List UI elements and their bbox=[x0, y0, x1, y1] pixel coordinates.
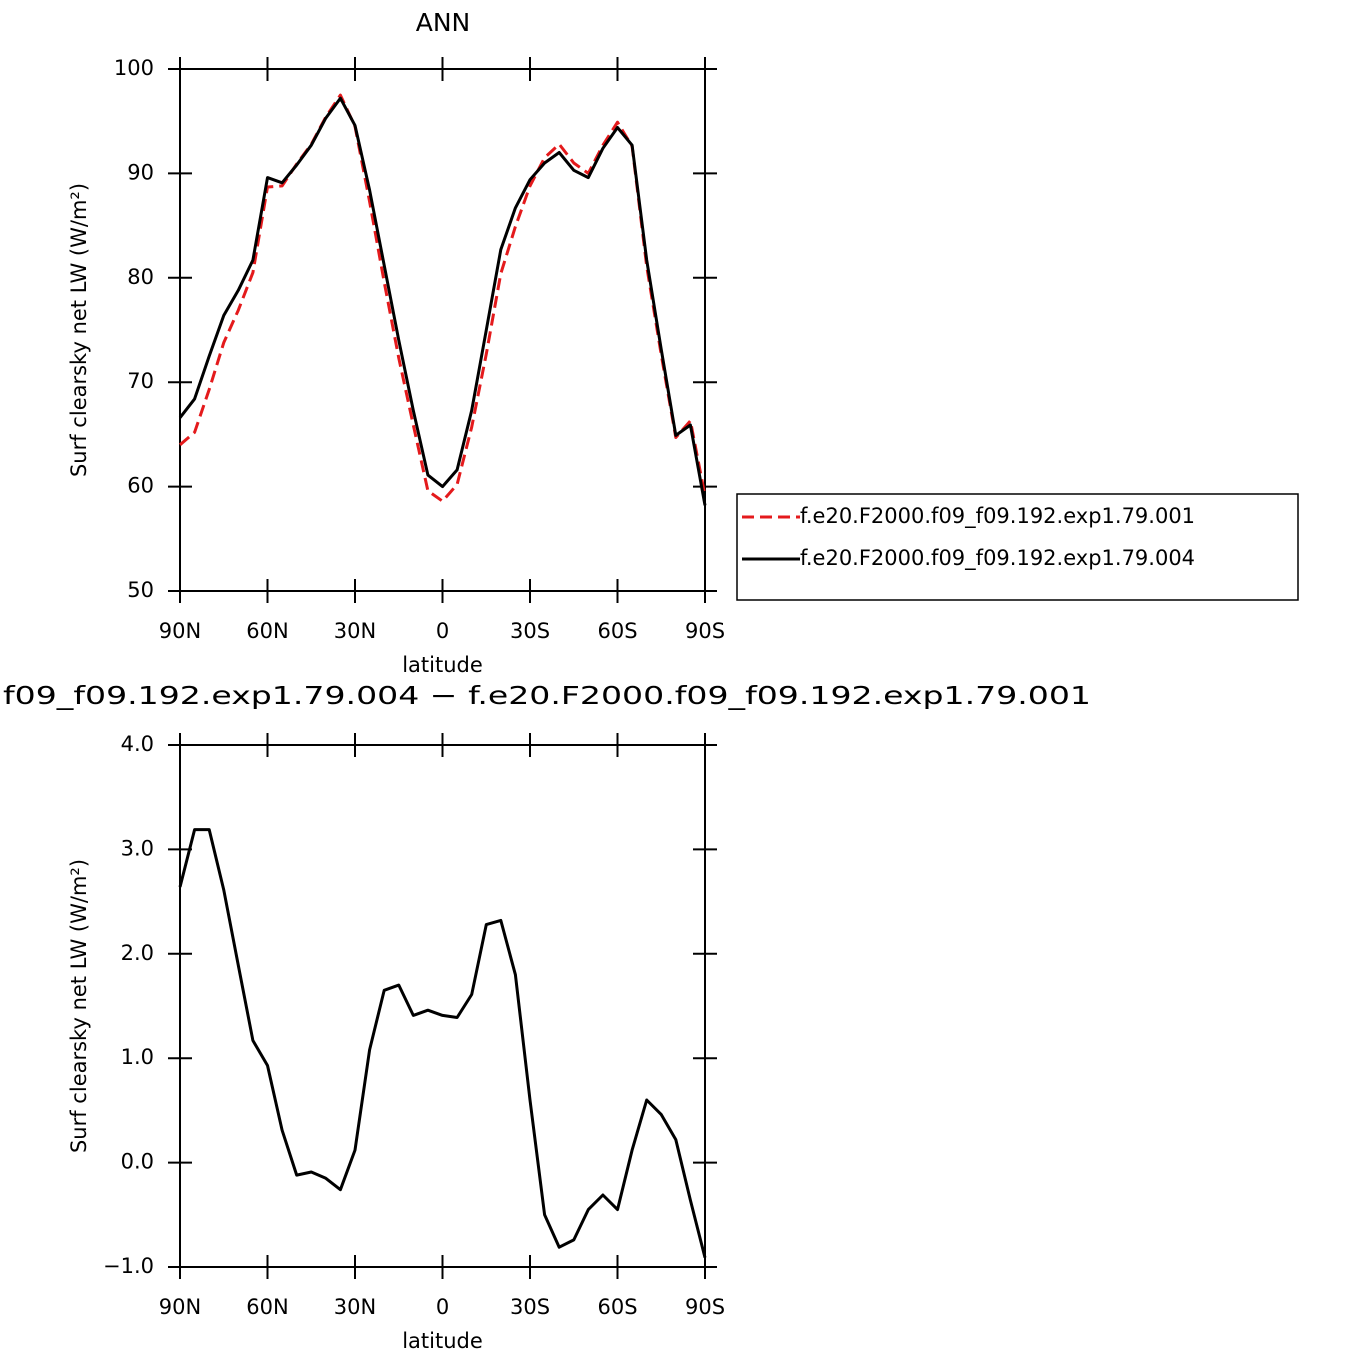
y-tick-label: 70 bbox=[127, 369, 154, 393]
data-line bbox=[178, 96, 707, 506]
x-tick-label: 90N bbox=[159, 1295, 201, 1319]
x-tick-label: 30S bbox=[510, 1295, 550, 1319]
legend-box bbox=[736, 493, 1299, 601]
x-tick-label: 90S bbox=[685, 1295, 725, 1319]
plot-frame bbox=[179, 68, 706, 592]
x-tick-label: 60S bbox=[597, 1295, 637, 1319]
x-tick-label: 30N bbox=[334, 619, 376, 643]
x-axis-label: latitude bbox=[402, 653, 483, 677]
chart-title: ANN bbox=[416, 8, 471, 37]
y-tick-label: 0.0 bbox=[121, 1150, 154, 1174]
x-tick-label: 30S bbox=[510, 619, 550, 643]
y-tick-label: 50 bbox=[127, 578, 154, 602]
y-tick-label: −1.0 bbox=[103, 1254, 154, 1278]
y-tick-label: 1.0 bbox=[121, 1045, 154, 1069]
x-tick-label: 90N bbox=[159, 619, 201, 643]
x-axis-label: latitude bbox=[402, 1329, 483, 1353]
y-tick-label: 80 bbox=[127, 265, 154, 289]
x-tick-label: 0 bbox=[436, 619, 449, 643]
x-tick-label: 0 bbox=[436, 1295, 449, 1319]
y-axis-label: Surf clearsky net LW (W/m²) bbox=[67, 859, 91, 1153]
x-tick-label: 30N bbox=[334, 1295, 376, 1319]
x-tick-label: 60N bbox=[246, 619, 288, 643]
chart-title: f09_f09.192.exp1.79.004 − f.e20.F2000.f0… bbox=[3, 681, 1091, 710]
data-line bbox=[178, 828, 707, 1258]
x-tick-label: 60S bbox=[597, 619, 637, 643]
y-tick-label: 90 bbox=[127, 160, 154, 184]
data-line bbox=[179, 93, 707, 503]
y-axis-label: Surf clearsky net LW (W/m²) bbox=[67, 183, 91, 477]
legend-label: f.e20.F2000.f09_f09.192.exp1.79.001 bbox=[800, 504, 1195, 529]
y-tick-label: 2.0 bbox=[121, 941, 154, 965]
legend-label: f.e20.F2000.f09_f09.192.exp1.79.004 bbox=[800, 546, 1195, 571]
y-tick-label: 100 bbox=[114, 56, 154, 80]
y-tick-label: 3.0 bbox=[121, 836, 154, 860]
y-tick-label: 4.0 bbox=[121, 732, 154, 756]
x-tick-label: 60N bbox=[246, 1295, 288, 1319]
x-tick-label: 90S bbox=[685, 619, 725, 643]
plot-frame bbox=[179, 744, 706, 1268]
y-tick-label: 60 bbox=[127, 474, 154, 498]
